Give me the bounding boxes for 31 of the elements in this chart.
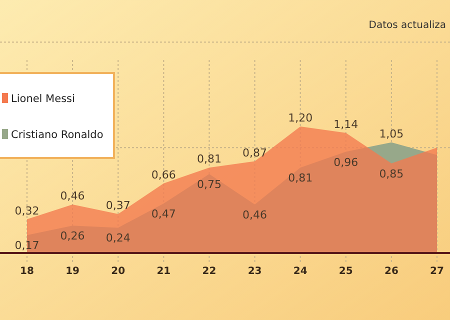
data-label: 0,17 [14,239,40,252]
x-tick-label: 22 [202,266,216,278]
x-tick-label: 26 [384,266,398,278]
legend-label: Lionel Messi [11,93,75,105]
data-label: 0,46 [60,190,85,203]
data-label: 0,75 [196,178,222,191]
data-label: 1,20 [288,112,313,124]
data-label: 0,96 [334,156,358,169]
x-tick-label: 27 [430,266,444,278]
x-tick-label: 25 [338,266,353,278]
x-tick-label: 19 [66,266,80,278]
data-label: 0,46 [242,208,268,222]
x-tick-label: 23 [248,266,262,278]
data-label: 0,85 [379,167,404,180]
data-label: 0,81 [196,152,222,166]
data-label: 0,26 [60,230,85,243]
x-tick-label: 18 [20,266,34,278]
data-label: 0,24 [106,232,130,245]
x-tick-label: 20 [111,266,126,278]
data-label: 0,81 [288,172,313,185]
data-label: 0,87 [242,146,268,160]
legend-label: Cristiano Ronaldo [11,129,104,141]
x-tick-label: 24 [293,266,308,278]
data-label: 0,47 [151,207,176,220]
data-label: 0,66 [151,168,176,182]
data-label: 1,05 [379,127,404,140]
data-label: 1,14 [334,118,358,131]
annotation: Datos actualiza [368,20,446,31]
x-tick-label: 21 [156,266,171,278]
data-label: 0,32 [14,204,40,218]
data-label: 0,37 [106,198,130,212]
